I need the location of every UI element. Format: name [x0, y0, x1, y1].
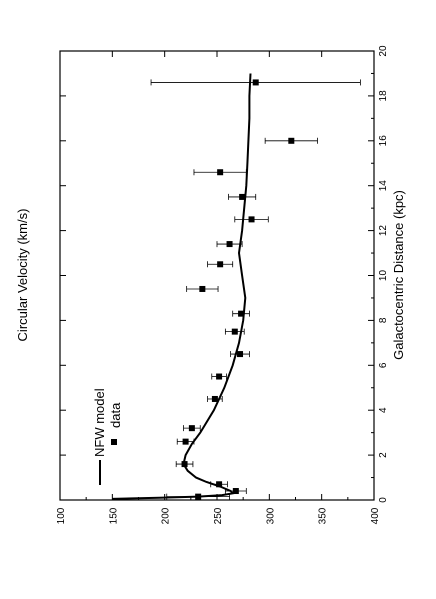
- data-point: [252, 79, 259, 86]
- legend: NFW model data: [92, 388, 123, 485]
- data-point: [231, 328, 238, 335]
- data-point: [211, 395, 218, 402]
- x-axis-ticks: 0 2 4 6 8 10 12 14 16 18 20: [60, 45, 389, 503]
- data-point: [239, 193, 246, 200]
- x-tick-label: 4: [378, 407, 389, 413]
- model-layer: [112, 73, 252, 500]
- plot-area: 0 2 4 6 8 10 12 14 16 18 20 100 150 200 250 300 350 400: [56, 45, 389, 524]
- data-point: [216, 373, 223, 380]
- y-tick-label: 300: [265, 507, 276, 524]
- data-point: [181, 461, 188, 468]
- y-axis-ticks: 100 150 200 250 300 350 400: [56, 51, 381, 524]
- x-tick-label: 6: [378, 362, 389, 368]
- data-point: [238, 310, 245, 317]
- y-tick-label: 400: [370, 507, 381, 524]
- nfw-model-line: [112, 73, 252, 500]
- y-tick-label: 100: [56, 507, 67, 524]
- data-layer: [150, 79, 361, 500]
- data-point: [182, 438, 189, 445]
- data-point: [195, 493, 202, 500]
- x-tick-label: 8: [378, 317, 389, 323]
- x-tick-label: 18: [378, 90, 389, 102]
- x-tick-label: 16: [378, 135, 389, 147]
- data-point: [216, 481, 223, 488]
- x-tick-label: 14: [378, 180, 389, 192]
- y-tick-label: 350: [318, 507, 329, 524]
- y-tick-label: 200: [161, 507, 172, 524]
- data-point: [232, 488, 239, 495]
- data-point: [188, 425, 195, 432]
- data-point: [217, 261, 224, 268]
- legend-square-marker: [111, 439, 117, 445]
- x-tick-label: 12: [378, 225, 389, 237]
- data-point: [226, 241, 233, 248]
- data-point: [217, 169, 224, 176]
- legend-label-nfw: NFW model: [92, 388, 107, 457]
- legend-label-data: data: [108, 402, 123, 428]
- data-point: [237, 351, 244, 358]
- x-tick-label: 2: [378, 452, 389, 458]
- plot-frame: [59, 50, 375, 501]
- data-point: [248, 216, 255, 223]
- data-point: [199, 285, 206, 292]
- x-tick-label: 10: [378, 270, 389, 282]
- y-tick-label: 250: [213, 507, 224, 524]
- y-tick-label: 150: [108, 507, 119, 524]
- x-tick-label: 0: [378, 497, 389, 503]
- x-tick-label: 20: [378, 45, 389, 57]
- y-axis-title: Circular Velocity (km/s): [15, 209, 30, 342]
- data-point: [288, 137, 295, 144]
- x-axis-title: Galactocentric Distance (kpc): [391, 190, 406, 360]
